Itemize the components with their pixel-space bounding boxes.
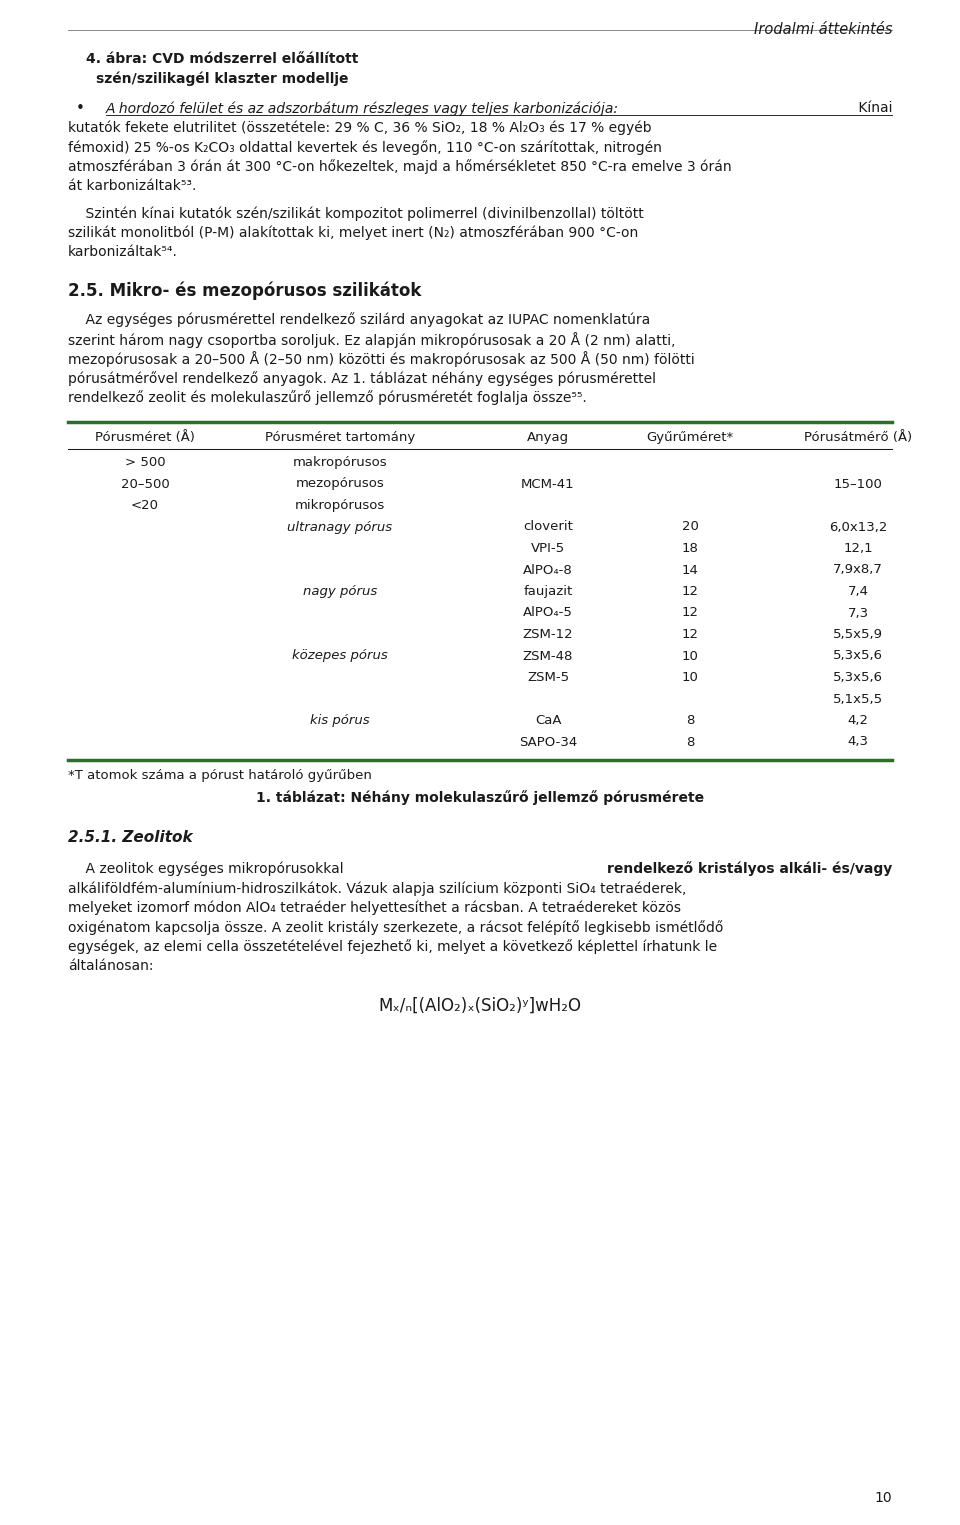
- Text: Gyűrűméret*: Gyűrűméret*: [646, 432, 733, 444]
- Text: kis pórus: kis pórus: [310, 714, 370, 727]
- Text: 5,3x5,6: 5,3x5,6: [833, 650, 883, 662]
- Text: A hordozó felület és az adszorbátum részleges vagy teljes karbonizációja:: A hordozó felület és az adszorbátum rész…: [106, 101, 619, 116]
- Text: 12: 12: [682, 628, 699, 640]
- Text: 20–500: 20–500: [121, 477, 169, 491]
- Text: CaA: CaA: [535, 714, 562, 727]
- Text: 5,5x5,9: 5,5x5,9: [833, 628, 883, 640]
- Text: kutatók fekete elutrilitet (összetétele: 29 % C, 36 % SiO₂, 18 % Al₂O₃ és 17 % e: kutatók fekete elutrilitet (összetétele:…: [68, 120, 652, 136]
- Text: 8: 8: [685, 714, 694, 727]
- Text: A zeolitok egységes mikropórusokkal: A zeolitok egységes mikropórusokkal: [68, 862, 348, 875]
- Text: •: •: [76, 101, 84, 116]
- Text: ZSM-12: ZSM-12: [522, 628, 573, 640]
- Text: VPI-5: VPI-5: [531, 541, 565, 555]
- Text: Anyag: Anyag: [527, 432, 569, 444]
- Text: rendelkező kristályos alkáli- és/vagy: rendelkező kristályos alkáli- és/vagy: [607, 862, 892, 877]
- Text: Mₓ/ₙ[(AlO₂)ₓ(SiO₂)ʸ]wH₂O: Mₓ/ₙ[(AlO₂)ₓ(SiO₂)ʸ]wH₂O: [378, 996, 582, 1014]
- Text: faujazit: faujazit: [523, 586, 572, 598]
- Text: 5,3x5,6: 5,3x5,6: [833, 671, 883, 685]
- Text: 12,1: 12,1: [843, 541, 873, 555]
- Text: 12: 12: [682, 586, 699, 598]
- Text: 4,2: 4,2: [848, 714, 869, 727]
- Text: AlPO₄-8: AlPO₄-8: [523, 564, 573, 576]
- Text: Pórusátmérő (Å): Pórusátmérő (Å): [804, 432, 912, 444]
- Text: *T atomok száma a pórust határoló gyűrűben: *T atomok száma a pórust határoló gyűrűb…: [68, 769, 372, 782]
- Text: atmoszférában 3 órán át 300 °C-on hőkezeltek, majd a hőmérsékletet 850 °C-ra eme: atmoszférában 3 órán át 300 °C-on hőkeze…: [68, 160, 732, 174]
- Text: 5,1x5,5: 5,1x5,5: [833, 692, 883, 706]
- Text: 1. táblázat: Néhány molekulaszűrő jellemző pórusmérete: 1. táblázat: Néhány molekulaszűrő jellem…: [256, 790, 704, 805]
- Text: oxigénatom kapcsolja össze. A zeolit kristály szerkezete, a rácsot felépítő legk: oxigénatom kapcsolja össze. A zeolit kri…: [68, 920, 724, 935]
- Text: <20: <20: [131, 499, 159, 512]
- Text: szerint három nagy csoportba soroljuk. Ez alapján mikropórusosak a 20 Å (2 nm) a: szerint három nagy csoportba soroljuk. E…: [68, 332, 676, 348]
- Text: közepes pórus: közepes pórus: [292, 650, 388, 662]
- Text: Pórusméret tartomány: Pórusméret tartomány: [265, 432, 415, 444]
- Text: át karbonizáltak⁵³.: át karbonizáltak⁵³.: [68, 178, 197, 194]
- Text: SAPO-34: SAPO-34: [518, 735, 577, 749]
- Text: Szintén kínai kutatók szén/szilikát kompozitot polimerrel (divinilbenzollal) töl: Szintén kínai kutatók szén/szilikát komp…: [68, 206, 644, 221]
- Text: 20: 20: [682, 520, 699, 534]
- Text: 8: 8: [685, 735, 694, 749]
- Text: 12: 12: [682, 607, 699, 619]
- Text: rendelkező zeolit és molekulaszűrő jellemző pórusméretét foglalja össze⁵⁵.: rendelkező zeolit és molekulaszűrő jelle…: [68, 390, 587, 406]
- Text: > 500: > 500: [125, 456, 165, 470]
- Text: Irodalmi áttekintés: Irodalmi áttekintés: [754, 21, 892, 37]
- Text: Pórusméret (Å): Pórusméret (Å): [95, 432, 195, 444]
- Text: AlPO₄-5: AlPO₄-5: [523, 607, 573, 619]
- Text: Az egységes pórusmérettel rendelkező szilárd anyagokat az IUPAC nomenklatúra: Az egységes pórusmérettel rendelkező szi…: [68, 313, 650, 328]
- Text: 6,0x13,2: 6,0x13,2: [828, 520, 887, 534]
- Text: fémoxid) 25 %-os K₂CO₃ oldattal kevertek és levegőn, 110 °C-on szárítottak, nitr: fémoxid) 25 %-os K₂CO₃ oldattal kevertek…: [68, 140, 661, 156]
- Text: 4. ábra: CVD módszerrel előállított: 4. ábra: CVD módszerrel előállított: [86, 52, 358, 66]
- Text: MCM-41: MCM-41: [521, 477, 575, 491]
- Text: 10: 10: [875, 1491, 892, 1505]
- Text: mezopórusos: mezopórusos: [296, 477, 384, 491]
- Text: egységek, az elemi cella összetételével fejezhető ki, melyet a következő képlett: egységek, az elemi cella összetételével …: [68, 939, 717, 955]
- Text: 10: 10: [682, 650, 699, 662]
- Text: karbonizáltak⁵⁴.: karbonizáltak⁵⁴.: [68, 246, 178, 259]
- Text: 4,3: 4,3: [848, 735, 869, 749]
- Text: szilikát monolitból (P-M) alakítottak ki, melyet inert (N₂) atmoszférában 900 °C: szilikát monolitból (P-M) alakítottak ki…: [68, 226, 638, 241]
- Text: pórusátmérővel rendelkező anyagok. Az 1. táblázat néhány egységes pórusmérettel: pórusátmérővel rendelkező anyagok. Az 1.…: [68, 371, 656, 386]
- Text: 7,4: 7,4: [848, 586, 869, 598]
- Text: 15–100: 15–100: [833, 477, 882, 491]
- Text: szén/szilikagél klaszter modellje: szén/szilikagél klaszter modellje: [96, 72, 348, 85]
- Text: ZSM-48: ZSM-48: [523, 650, 573, 662]
- Text: makropórusos: makropórusos: [293, 456, 387, 470]
- Text: 7,9x8,7: 7,9x8,7: [833, 564, 883, 576]
- Text: 18: 18: [682, 541, 699, 555]
- Text: mikropórusos: mikropórusos: [295, 499, 385, 512]
- Text: cloverit: cloverit: [523, 520, 573, 534]
- Text: ZSM-5: ZSM-5: [527, 671, 569, 685]
- Text: 10: 10: [682, 671, 699, 685]
- Text: ultranagy pórus: ultranagy pórus: [287, 520, 393, 534]
- Text: 14: 14: [682, 564, 699, 576]
- Text: 7,3: 7,3: [848, 607, 869, 619]
- Text: 2.5.1. Zeolitok: 2.5.1. Zeolitok: [68, 830, 193, 845]
- Text: nagy pórus: nagy pórus: [302, 586, 377, 598]
- Text: melyeket izomorf módon AlO₄ tetraéder helyettesíthet a rácsban. A tetraédereket : melyeket izomorf módon AlO₄ tetraéder he…: [68, 900, 681, 915]
- Text: általánosan:: általánosan:: [68, 959, 154, 973]
- Text: Kínai: Kínai: [853, 101, 892, 114]
- Text: mezopórusosak a 20–500 Å (2–50 nm) közötti és makropórusosak az 500 Å (50 nm) fö: mezopórusosak a 20–500 Å (2–50 nm) közöt…: [68, 351, 695, 368]
- Text: 2.5. Mikro- és mezopórusos szilikátok: 2.5. Mikro- és mezopórusos szilikátok: [68, 281, 421, 299]
- Text: alkáliföldfém-alumínium-hidroszilkátok. Vázuk alapja szilícium központi SiO₄ tet: alkáliföldfém-alumínium-hidroszilkátok. …: [68, 881, 686, 895]
